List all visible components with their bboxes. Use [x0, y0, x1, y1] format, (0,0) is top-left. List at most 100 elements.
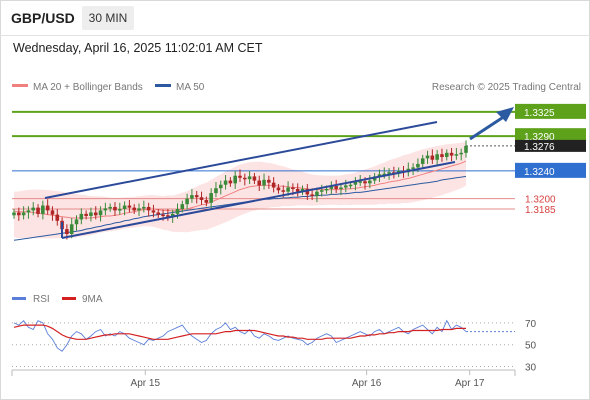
candle-up	[12, 212, 16, 216]
resistance-tag-label: 1.3290	[524, 132, 555, 143]
candle-down	[238, 175, 242, 178]
candle-down	[113, 206, 117, 211]
candle-up	[98, 210, 103, 216]
candle-up	[377, 174, 382, 177]
candle-up	[454, 154, 459, 156]
forecast-arrow-shaft	[469, 114, 506, 141]
candle-down	[305, 188, 310, 195]
candle-up	[103, 208, 108, 211]
candle-up	[411, 167, 415, 169]
candle-up	[464, 145, 468, 153]
rsi-legend-label: RSI	[33, 294, 50, 305]
ma20-line	[13, 160, 467, 219]
candle-up	[170, 213, 175, 217]
candle-up	[31, 207, 36, 211]
candle-up	[69, 224, 74, 234]
candle-up	[233, 175, 237, 184]
candle-up	[117, 209, 122, 211]
candle-up	[190, 195, 194, 199]
candle-down	[334, 186, 338, 189]
candle-up	[382, 173, 387, 176]
candle-up	[142, 206, 146, 209]
candle-up	[324, 188, 329, 191]
timeframe-selector[interactable]: 30 MIN	[82, 6, 134, 30]
candle-up	[74, 219, 79, 225]
ma50-legend-swatch	[155, 84, 171, 87]
candle-up	[358, 181, 363, 183]
credit-label: Research © 2025 Trading Central	[432, 82, 581, 93]
candle-down	[93, 212, 98, 216]
candle-down	[257, 180, 262, 186]
support-level-label: 1.3185	[525, 205, 556, 216]
candle-up	[315, 191, 319, 196]
candle-up	[247, 176, 252, 180]
chart-header: GBP/USD 30 MIN	[0, 0, 590, 36]
candle-down	[132, 207, 137, 211]
candle-up	[329, 186, 334, 189]
candle-down	[161, 214, 165, 217]
candle-up	[353, 181, 358, 185]
candle-down	[156, 212, 161, 215]
ma50-legend-label: MA 50	[176, 82, 205, 93]
candle-up	[108, 206, 112, 209]
candle-down	[430, 155, 435, 160]
rsi-tick-label: 30	[525, 363, 537, 374]
resistance-tag	[515, 128, 586, 144]
candle-down	[65, 229, 69, 234]
forecast-arrow	[469, 107, 514, 141]
last-price-tag	[515, 139, 586, 152]
candle-up	[435, 154, 439, 160]
trend-channel	[44, 121, 456, 239]
candle-up	[387, 172, 391, 174]
candle-up	[122, 205, 127, 210]
candle-down	[199, 197, 204, 200]
candle-up	[180, 204, 185, 210]
candle-up	[444, 152, 449, 157]
candle-down	[17, 212, 21, 216]
ma20-legend-label: MA 20 + Bollinger Bands	[33, 82, 143, 93]
candle-up	[339, 187, 343, 190]
candle-up	[319, 190, 324, 192]
rsi-tick-label: 50	[525, 341, 537, 352]
candle-up	[218, 184, 223, 189]
candle-up	[425, 155, 430, 159]
candle-up	[79, 213, 84, 220]
time-axis-label: Apr 15	[131, 378, 161, 389]
candle-up	[185, 198, 189, 205]
rsi-legend-swatch	[12, 297, 26, 300]
chart-datetime: Wednesday, April 16, 2025 11:02:01 AM CE…	[13, 41, 263, 55]
pivot-tag-label: 1.3240	[524, 167, 555, 178]
candle-up	[137, 208, 141, 211]
time-axis-label: Apr 16	[352, 378, 382, 389]
candle-up	[348, 184, 353, 187]
candle-up	[214, 188, 218, 194]
rsi-line	[13, 319, 467, 352]
symbol-label: GBP/USD	[11, 10, 75, 26]
candle-down	[127, 205, 132, 208]
resistance-tag	[515, 103, 586, 119]
rsi-ma-legend-label: 9MA	[82, 294, 103, 305]
time-axis-label: Apr 17	[455, 378, 485, 389]
candle-down	[36, 207, 40, 214]
candle-down	[449, 152, 454, 156]
candle-up	[89, 212, 93, 216]
candle-up	[262, 179, 266, 186]
candle-down	[276, 187, 281, 191]
candle-down	[151, 210, 156, 213]
candle-up	[209, 193, 213, 203]
channel-lower-line	[61, 161, 456, 239]
candle-down	[228, 180, 233, 184]
candle-up	[416, 163, 420, 168]
candle-up	[175, 209, 180, 214]
candle-down	[45, 205, 50, 211]
ma20-legend-swatch	[12, 84, 28, 87]
last-price-tag-label: 1.3276	[524, 142, 555, 153]
resistance-tag-label: 1.3325	[524, 108, 555, 119]
channel-upper-line	[44, 121, 438, 199]
candle-down	[271, 182, 276, 188]
candle-up	[343, 185, 348, 188]
rsi-panel: 70 50 30	[12, 319, 537, 374]
candle-down	[84, 213, 88, 216]
